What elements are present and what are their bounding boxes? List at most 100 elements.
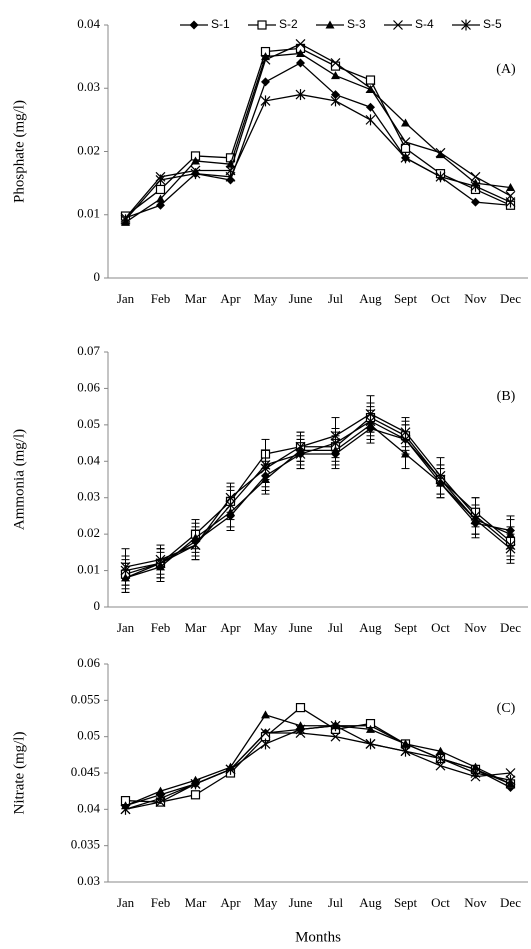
marker-shape [436, 746, 445, 755]
marker-shape [295, 39, 306, 49]
marker [226, 159, 235, 168]
series-line [125, 420, 511, 572]
y-tick-label: 0.035 [71, 837, 100, 852]
marker [471, 762, 480, 771]
marker [120, 565, 131, 577]
marker [436, 150, 445, 159]
marker [330, 95, 341, 107]
marker [435, 474, 446, 485]
marker [155, 792, 166, 804]
legend-marker [189, 20, 199, 30]
marker [155, 174, 166, 186]
y-tick-label: 0.01 [77, 206, 100, 221]
marker [400, 137, 411, 147]
marker-shape [505, 768, 516, 778]
marker [156, 786, 165, 795]
marker [400, 745, 411, 757]
marker [365, 738, 376, 750]
x-tick-label: Feb [151, 291, 171, 306]
x-tick-label: Oct [431, 895, 450, 910]
x-tick-label: Oct [431, 291, 450, 306]
y-tick-label: 0.055 [71, 691, 100, 706]
marker [435, 752, 446, 764]
marker [331, 90, 340, 100]
marker [401, 739, 410, 748]
x-tick-label: Feb [151, 895, 171, 910]
marker [435, 171, 446, 183]
marker [155, 557, 166, 569]
marker [330, 720, 341, 732]
legend-marker [393, 20, 403, 30]
x-tick-label: Jul [328, 291, 344, 306]
marker [470, 767, 481, 779]
x-tick-label: Jan [117, 291, 135, 306]
marker [505, 774, 516, 786]
series-line [125, 714, 511, 807]
marker [260, 95, 271, 107]
x-tick-label: Feb [151, 620, 171, 635]
marker [505, 543, 516, 555]
marker-shape [330, 731, 341, 742]
y-tick-label: 0.02 [77, 142, 100, 157]
series-line [125, 725, 511, 810]
marker-shape [155, 184, 166, 195]
marker-shape [330, 58, 341, 68]
marker [296, 58, 305, 68]
y-tick-label: 0.03 [77, 873, 100, 888]
marker-shape [366, 724, 375, 733]
y-tick-label: 0.06 [77, 655, 100, 670]
marker-shape [365, 75, 376, 85]
y-tick-label: 0.02 [77, 525, 100, 540]
marker [330, 731, 341, 742]
marker [401, 118, 410, 127]
marker-shape [365, 83, 376, 94]
marker-shape [471, 197, 480, 207]
x-tick-label: Nov [464, 895, 487, 910]
y-tick-label: 0.04 [77, 16, 100, 31]
marker [225, 763, 236, 775]
x-tick-label: Mar [185, 895, 207, 910]
marker [365, 83, 376, 94]
marker-shape [331, 71, 340, 80]
series-line [125, 52, 511, 223]
y-tick-label: 0.04 [77, 800, 100, 815]
marker-shape [189, 20, 199, 30]
marker [330, 437, 341, 449]
marker [330, 58, 341, 68]
marker [295, 702, 306, 713]
y-axis-title: Ammonia (mg/l) [11, 429, 27, 530]
y-tick-label: 0.045 [71, 764, 100, 779]
marker [331, 71, 340, 80]
marker [225, 499, 236, 511]
x-tick-label: Nov [464, 620, 487, 635]
marker-shape [260, 54, 271, 65]
marker [470, 171, 481, 182]
marker [435, 760, 446, 771]
marker [365, 75, 376, 85]
x-tick-label: May [254, 291, 278, 306]
x-tick-label: Apr [220, 620, 241, 635]
marker [156, 200, 165, 210]
legend-marker [461, 19, 471, 31]
marker [295, 89, 306, 101]
marker-shape [156, 200, 165, 210]
x-tick-label: Aug [359, 620, 382, 635]
series-line [125, 424, 511, 579]
marker [260, 459, 271, 471]
marker [471, 197, 480, 207]
y-tick-label: 0.03 [77, 79, 100, 94]
series-line [125, 43, 511, 219]
marker [470, 514, 481, 526]
x-tick-label: Jan [117, 895, 135, 910]
x-axis-title: Months [295, 929, 341, 945]
marker-shape [261, 77, 270, 87]
marker [470, 180, 481, 192]
marker [261, 77, 270, 87]
marker-shape [506, 183, 515, 192]
series-line [125, 93, 511, 221]
marker [120, 803, 131, 815]
marker [366, 102, 375, 112]
legend-label: S-3 [347, 17, 366, 31]
